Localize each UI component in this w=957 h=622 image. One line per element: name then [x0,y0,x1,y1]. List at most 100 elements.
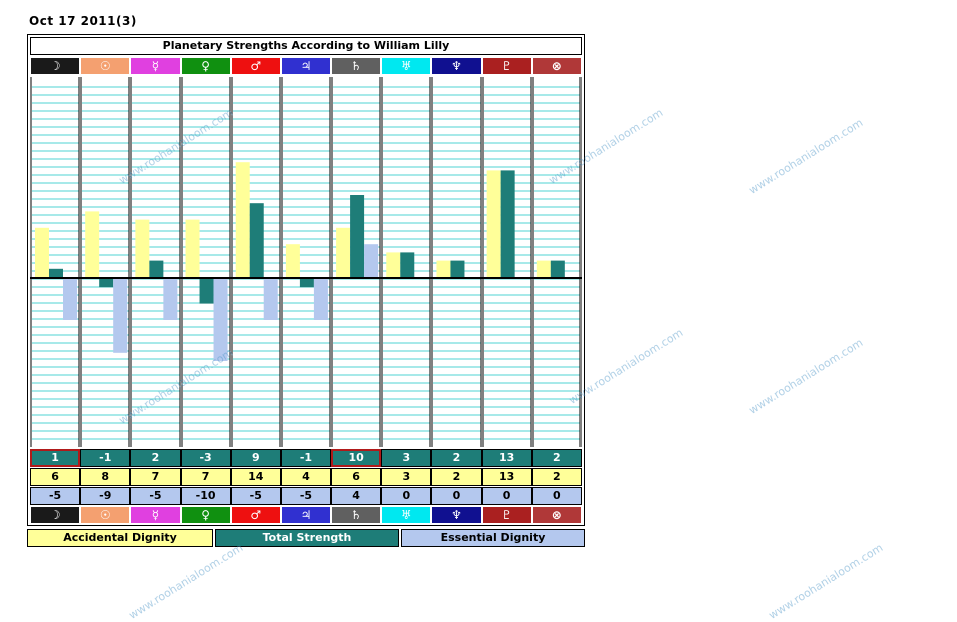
moon-symbol: ☽ [30,506,81,524]
bar-essential-dignity-moon [63,279,77,320]
bar-total-strength-mercury [149,260,164,277]
bar-accidental-dignity-pluto [486,170,501,277]
total-strength-value-part-of-fortune: 2 [531,449,582,467]
bar-total-strength-mars [249,203,264,277]
bar-total-strength-pluto [500,170,515,277]
bar-accidental-dignity-saturn [336,227,351,277]
essential-dignity-value-mercury: -5 [130,487,181,505]
mars-symbol: ♂ [230,506,281,524]
total-strength-value-uranus: 3 [381,449,432,467]
saturn-symbol: ♄ [331,57,382,75]
essential-dignity-value-neptune: 0 [431,487,482,505]
essential-dignity-value-moon: -5 [30,487,81,505]
essential-dignity-row: -5 -9 -5 -10 -5 -5 4 0 0 0 0 [30,487,582,505]
legend-essential-dignity: Essential Dignity [401,529,585,547]
accidental-dignity-value-mercury: 7 [130,468,181,486]
bar-accidental-dignity-uranus [386,252,401,277]
bar-chart-svg [30,77,582,447]
mercury-symbol: ☿ [130,57,181,75]
moon-symbol: ☽ [30,57,81,75]
accidental-dignity-value-mars: 14 [230,468,281,486]
bar-total-strength-saturn [350,195,365,277]
accidental-dignity-value-venus: 7 [180,468,231,486]
essential-dignity-value-jupiter: -5 [280,487,332,505]
bar-essential-dignity-mercury [163,279,178,320]
accidental-dignity-value-part-of-fortune: 2 [531,468,582,486]
neptune-symbol: ♆ [431,506,482,524]
bar-essential-dignity-saturn [364,244,379,277]
total-strength-value-pluto: 13 [481,449,532,467]
part-of-fortune-symbol: ⊗ [531,57,582,75]
bar-total-strength-part-of-fortune [550,260,565,277]
sun-symbol: ☉ [80,57,131,75]
accidental-dignity-value-sun: 8 [80,468,131,486]
bar-accidental-dignity-part-of-fortune [536,260,551,277]
chart-date-label: Oct 17 2011(3) [29,14,137,28]
total-strength-value-sun: -1 [80,449,131,467]
bar-total-strength-uranus [400,252,415,277]
essential-dignity-value-venus: -10 [180,487,231,505]
bar-accidental-dignity-neptune [436,260,451,277]
venus-symbol: ♀ [180,57,231,75]
watermark-text: www.roohanialoom.com [766,541,886,622]
watermark-text: www.roohanialoom.com [126,541,246,622]
essential-dignity-value-saturn: 4 [331,487,382,505]
accidental-dignity-value-neptune: 2 [431,468,482,486]
bar-total-strength-jupiter [299,279,314,288]
accidental-dignity-value-jupiter: 4 [280,468,332,486]
strength-chart-panel: Planetary Strengths According to William… [27,34,585,526]
bar-essential-dignity-jupiter [313,279,328,320]
bar-total-strength-moon [49,268,63,277]
total-strength-value-venus: -3 [180,449,231,467]
essential-dignity-value-mars: -5 [230,487,281,505]
uranus-symbol: ♅ [381,506,432,524]
total-strength-row: 1 -1 2 -3 9 -1 10 3 2 13 2 [30,449,582,467]
essential-dignity-value-part-of-fortune: 0 [531,487,582,505]
accidental-dignity-value-saturn: 6 [331,468,382,486]
bar-total-strength-neptune [450,260,465,277]
chart-legend: Accidental Dignity Total Strength Essent… [27,529,585,549]
bar-plot-area [30,77,582,447]
bar-essential-dignity-sun [113,279,128,353]
venus-symbol: ♀ [180,506,231,524]
sun-symbol: ☉ [80,506,131,524]
planet-symbol-row-bottom: ☽ ☉ ☿ ♀ ♂ ♃ ♄ ♅ ♆ ♇ ⊗ [30,506,582,524]
saturn-symbol: ♄ [331,506,382,524]
mars-symbol: ♂ [230,57,281,75]
bar-accidental-dignity-jupiter [285,244,300,277]
watermark-text: www.roohanialoom.com [746,336,866,417]
accidental-dignity-value-moon: 6 [30,468,81,486]
bar-total-strength-sun [99,279,114,288]
planet-symbol-row-top: ☽ ☉ ☿ ♀ ♂ ♃ ♄ ♅ ♆ ♇ ⊗ [30,57,582,75]
bar-total-strength-venus [199,279,214,304]
bar-essential-dignity-venus [213,279,228,361]
bar-accidental-dignity-moon [35,227,49,277]
total-strength-value-neptune: 2 [431,449,482,467]
jupiter-symbol: ♃ [280,57,332,75]
legend-total-strength: Total Strength [215,529,399,547]
accidental-dignity-row: 6 8 7 7 14 4 6 3 2 13 2 [30,468,582,486]
bar-accidental-dignity-sun [85,211,100,277]
total-strength-value-moon: 1 [30,449,81,467]
total-strength-value-jupiter: -1 [280,449,332,467]
bar-accidental-dignity-mars [235,162,250,277]
total-strength-value-mercury: 2 [130,449,181,467]
neptune-symbol: ♆ [431,57,482,75]
uranus-symbol: ♅ [381,57,432,75]
chart-title: Planetary Strengths According to William… [30,37,582,55]
part-of-fortune-symbol: ⊗ [531,506,582,524]
bar-accidental-dignity-venus [185,219,200,277]
total-strength-value-mars: 9 [230,449,281,467]
accidental-dignity-value-uranus: 3 [381,468,432,486]
bar-essential-dignity-mars [263,279,278,320]
essential-dignity-value-pluto: 0 [481,487,532,505]
legend-accidental-dignity: Accidental Dignity [27,529,213,547]
bar-accidental-dignity-mercury [135,219,150,277]
accidental-dignity-value-pluto: 13 [481,468,532,486]
pluto-symbol: ♇ [481,57,532,75]
watermark-text: www.roohanialoom.com [746,116,866,197]
total-strength-value-saturn: 10 [331,449,382,467]
mercury-symbol: ☿ [130,506,181,524]
essential-dignity-value-sun: -9 [80,487,131,505]
pluto-symbol: ♇ [481,506,532,524]
